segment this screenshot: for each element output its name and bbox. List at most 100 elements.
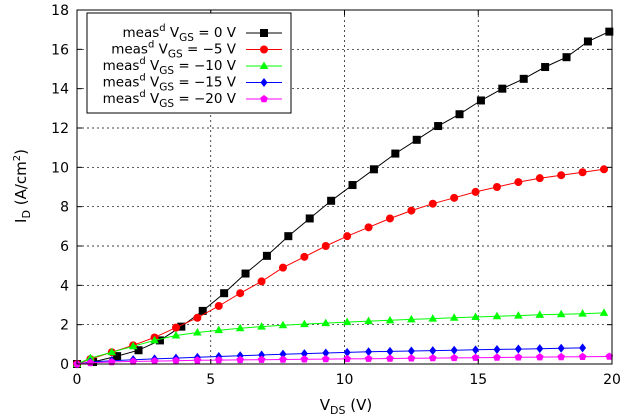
x-axis-label: VDS (V) [320, 396, 372, 416]
data-point [322, 348, 330, 358]
legend-label: measd VGS = −15 V [103, 73, 237, 94]
data-point [386, 354, 394, 362]
data-point [557, 352, 565, 361]
data-point [429, 354, 437, 362]
data-point [385, 214, 394, 223]
data-point [236, 355, 244, 364]
data-point [321, 242, 330, 250]
data-point [193, 356, 202, 364]
data-point [284, 232, 293, 241]
data-point [364, 354, 373, 362]
data-point [557, 171, 566, 180]
data-point [605, 352, 614, 360]
data-point [343, 347, 351, 357]
y-tick-label: 16 [51, 42, 69, 58]
series-3 [73, 343, 587, 369]
data-point [364, 316, 373, 325]
data-point [471, 187, 480, 196]
x-tick-label: 20 [603, 372, 621, 388]
data-point [128, 341, 138, 350]
data-point [279, 355, 287, 363]
data-point [493, 353, 501, 361]
data-point [605, 27, 614, 36]
data-point [535, 174, 544, 183]
data-point [476, 96, 485, 105]
data-point [449, 313, 459, 321]
data-point [407, 354, 416, 362]
data-point [599, 165, 608, 174]
data-point [343, 232, 352, 241]
x-tick-label: 0 [73, 372, 82, 388]
data-point [214, 301, 223, 310]
data-point [172, 356, 180, 364]
data-point [107, 347, 117, 356]
legend-marker [259, 61, 269, 69]
data-point [177, 322, 186, 331]
data-point [322, 355, 330, 363]
data-point [471, 353, 480, 361]
data-point [385, 315, 395, 324]
data-point [412, 135, 421, 144]
y-tick-label: 0 [60, 357, 69, 373]
data-point [198, 306, 207, 315]
data-point [343, 354, 351, 363]
data-point [214, 325, 224, 334]
legend-box [86, 12, 292, 114]
data-point [386, 346, 394, 356]
data-point [472, 345, 480, 355]
series-layer [72, 27, 614, 369]
data-point [278, 320, 288, 329]
data-point [498, 84, 507, 93]
data-point [428, 314, 438, 322]
legend-label: measd VGS = −5 V [111, 40, 237, 61]
data-point [300, 319, 309, 328]
data-point [429, 346, 437, 356]
data-point [278, 263, 287, 272]
data-point [455, 110, 464, 119]
data-point [300, 252, 309, 261]
data-point [342, 317, 352, 326]
legend-label: measd VGS = −20 V [103, 89, 237, 110]
data-point [471, 312, 480, 320]
data-point [369, 165, 378, 174]
data-point [171, 330, 181, 339]
grid [77, 10, 612, 364]
data-point [514, 353, 523, 361]
data-point [193, 313, 202, 322]
series-line [76, 312, 605, 365]
x-tick-label: 10 [336, 372, 354, 388]
y-tick-label: 18 [51, 3, 69, 19]
data-point [428, 199, 437, 208]
data-point [134, 346, 143, 355]
data-point [86, 353, 95, 362]
series-line [76, 356, 610, 365]
data-point [300, 349, 308, 359]
data-point [579, 343, 587, 353]
y-tick-label: 10 [51, 160, 69, 176]
data-point [578, 309, 587, 317]
data-point [364, 223, 373, 232]
legend-marker [260, 78, 268, 87]
data-point [492, 183, 501, 191]
series-0 [73, 27, 614, 368]
data-point [391, 149, 400, 158]
data-point [407, 314, 416, 323]
data-point [348, 181, 357, 190]
legend-marker [260, 95, 268, 103]
data-point [241, 269, 250, 278]
data-point [407, 346, 415, 356]
data-point [215, 356, 223, 364]
x-tick-label: 5 [206, 372, 215, 388]
data-point [450, 345, 458, 355]
data-point [257, 355, 266, 363]
data-point [556, 309, 566, 318]
data-point [541, 63, 550, 72]
y-tick-label: 12 [51, 121, 69, 137]
series-4 [73, 352, 614, 368]
legend-marker [260, 45, 268, 54]
data-point [450, 353, 458, 362]
legend-label: measd VGS = 0 V [123, 23, 237, 44]
data-point [493, 344, 501, 354]
